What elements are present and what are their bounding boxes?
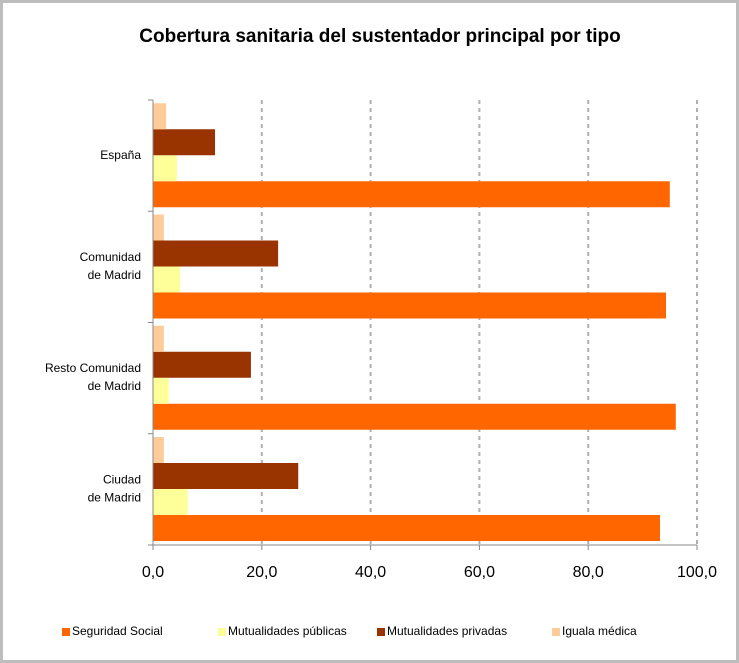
bar <box>153 292 666 319</box>
legend-swatch <box>377 628 385 636</box>
legend-swatch <box>552 628 560 636</box>
y-tick-label: España <box>100 148 141 162</box>
x-tick-label: 0,0 <box>142 564 164 581</box>
y-tick-label: Ciudad de Madrid <box>88 473 141 505</box>
bar <box>153 377 169 404</box>
x-tick-label: 60,0 <box>464 564 495 581</box>
chart-title: Cobertura sanitaria del sustentador prin… <box>139 26 620 47</box>
legend-label: Iguala médica <box>562 624 637 638</box>
bar <box>153 403 676 430</box>
bar <box>153 240 279 267</box>
bar <box>153 214 164 241</box>
bar <box>153 437 164 463</box>
bar <box>153 515 661 541</box>
bar <box>153 155 177 182</box>
bar <box>153 489 188 515</box>
x-tick-label: 100,0 <box>677 564 717 581</box>
bar <box>153 463 299 489</box>
y-tick-label: Comunidad de Madrid <box>80 250 141 282</box>
legend-label: Seguridad Social <box>72 624 163 638</box>
legend-swatch <box>218 628 226 636</box>
bar <box>153 351 251 378</box>
bar <box>153 266 181 293</box>
legend-label: Mutualidades públicas <box>228 624 347 638</box>
bar <box>153 181 670 208</box>
y-tick-label: Resto Comunidad de Madrid <box>45 361 141 393</box>
x-tick-label: 80,0 <box>573 564 604 581</box>
bar <box>153 129 216 156</box>
legend-swatch <box>62 628 70 636</box>
x-tick-label: 20,0 <box>246 564 277 581</box>
x-tick-label: 40,0 <box>355 564 386 581</box>
bar <box>153 103 167 130</box>
legend-label: Mutualidades privadas <box>387 624 507 638</box>
bar <box>153 325 164 352</box>
